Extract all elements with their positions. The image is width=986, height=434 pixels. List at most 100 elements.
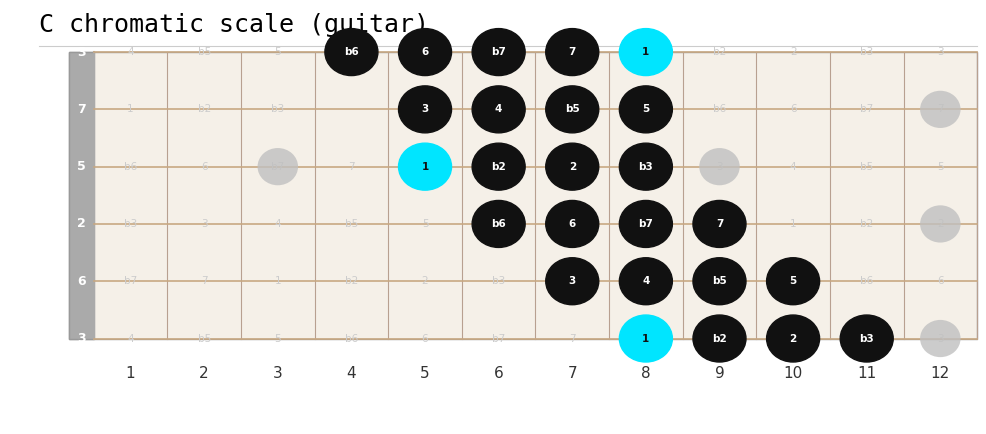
- Text: 7: 7: [348, 161, 354, 172]
- Text: 3: 3: [273, 366, 282, 381]
- Text: 1: 1: [789, 219, 796, 229]
- Text: 2: 2: [789, 47, 796, 57]
- Text: 5: 5: [642, 104, 649, 115]
- Text: 1: 1: [642, 47, 649, 57]
- Ellipse shape: [545, 86, 599, 133]
- Text: 6: 6: [421, 47, 428, 57]
- Text: b3: b3: [271, 104, 284, 115]
- Ellipse shape: [692, 258, 745, 305]
- Text: 3: 3: [77, 46, 86, 59]
- Text: 1: 1: [421, 161, 428, 172]
- Text: 4: 4: [494, 104, 502, 115]
- Text: b3: b3: [859, 47, 873, 57]
- Text: b5: b5: [344, 219, 358, 229]
- Text: 4: 4: [127, 47, 134, 57]
- Text: b6: b6: [344, 47, 359, 57]
- Ellipse shape: [398, 143, 451, 190]
- Text: 5: 5: [77, 160, 86, 173]
- Text: b6: b6: [344, 333, 358, 344]
- Text: 4: 4: [274, 219, 281, 229]
- FancyBboxPatch shape: [69, 52, 94, 339]
- Text: 6: 6: [77, 275, 86, 288]
- Text: b7: b7: [859, 104, 873, 115]
- Text: b3: b3: [124, 219, 137, 229]
- Text: b6: b6: [712, 104, 726, 115]
- Text: 3: 3: [936, 333, 943, 344]
- Ellipse shape: [404, 148, 445, 185]
- Ellipse shape: [692, 201, 745, 247]
- Ellipse shape: [692, 315, 745, 362]
- Text: 6: 6: [201, 161, 207, 172]
- Text: C chromatic scale (guitar): C chromatic scale (guitar): [39, 13, 429, 37]
- Text: 5: 5: [274, 47, 281, 57]
- Text: b2: b2: [711, 333, 726, 344]
- Ellipse shape: [766, 258, 818, 305]
- Ellipse shape: [619, 29, 671, 76]
- Text: b6: b6: [491, 219, 506, 229]
- Text: b3: b3: [859, 333, 874, 344]
- Text: 1: 1: [274, 276, 281, 286]
- Text: b2: b2: [197, 104, 211, 115]
- Ellipse shape: [619, 143, 671, 190]
- Text: 1: 1: [127, 104, 134, 115]
- Text: 6: 6: [493, 366, 503, 381]
- Ellipse shape: [545, 201, 599, 247]
- Text: b6: b6: [124, 161, 137, 172]
- Text: 1: 1: [642, 333, 649, 344]
- Text: 7: 7: [567, 366, 577, 381]
- Ellipse shape: [545, 29, 599, 76]
- Text: 7: 7: [568, 333, 575, 344]
- Text: b5: b5: [197, 47, 211, 57]
- Ellipse shape: [471, 29, 525, 76]
- Ellipse shape: [919, 205, 959, 243]
- FancyBboxPatch shape: [69, 52, 976, 339]
- Ellipse shape: [545, 143, 599, 190]
- Text: 3: 3: [421, 104, 428, 115]
- Text: b3: b3: [638, 161, 653, 172]
- Ellipse shape: [619, 86, 671, 133]
- Text: 3: 3: [201, 219, 207, 229]
- Text: 2: 2: [936, 219, 943, 229]
- Text: b2: b2: [712, 47, 726, 57]
- Text: b2: b2: [344, 276, 358, 286]
- Text: b7: b7: [638, 219, 653, 229]
- Text: 1: 1: [125, 366, 135, 381]
- Text: 2: 2: [421, 276, 428, 286]
- Text: 5: 5: [421, 219, 428, 229]
- Text: b6: b6: [859, 276, 873, 286]
- Text: 7: 7: [201, 276, 207, 286]
- Ellipse shape: [471, 86, 525, 133]
- Text: 3: 3: [936, 47, 943, 57]
- Text: 2: 2: [568, 161, 575, 172]
- Text: 3: 3: [77, 332, 86, 345]
- Ellipse shape: [545, 258, 599, 305]
- Ellipse shape: [257, 148, 298, 185]
- Ellipse shape: [619, 315, 671, 362]
- Ellipse shape: [398, 86, 451, 133]
- Ellipse shape: [698, 148, 739, 185]
- Text: 6: 6: [568, 219, 575, 229]
- Text: 4: 4: [789, 161, 796, 172]
- Text: 7: 7: [77, 103, 86, 116]
- Text: 5: 5: [789, 276, 796, 286]
- Text: 11: 11: [856, 366, 876, 381]
- Text: 6: 6: [789, 104, 796, 115]
- Text: 8: 8: [640, 366, 650, 381]
- Text: 2: 2: [789, 333, 796, 344]
- Text: b2: b2: [491, 161, 506, 172]
- Text: 4: 4: [642, 276, 649, 286]
- Text: 10: 10: [783, 366, 802, 381]
- Text: 7: 7: [568, 47, 576, 57]
- Ellipse shape: [919, 320, 959, 357]
- Text: 4: 4: [346, 366, 356, 381]
- Text: b5: b5: [711, 276, 726, 286]
- Text: 9: 9: [714, 366, 724, 381]
- Text: 3: 3: [568, 276, 575, 286]
- Text: 12: 12: [930, 366, 949, 381]
- Ellipse shape: [471, 201, 525, 247]
- Ellipse shape: [619, 258, 671, 305]
- Text: b7: b7: [124, 276, 137, 286]
- Text: b7: b7: [271, 161, 284, 172]
- Text: b2: b2: [859, 219, 873, 229]
- Ellipse shape: [398, 29, 451, 76]
